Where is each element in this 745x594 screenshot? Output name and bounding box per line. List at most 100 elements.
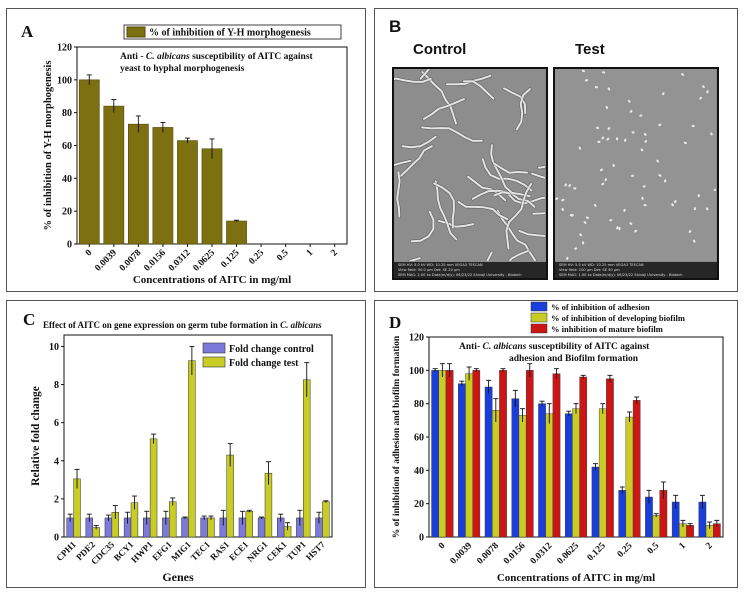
control-sem-hyphae: [394, 69, 545, 261]
a-bar: [78, 79, 100, 245]
c-xtick-label: MIG1: [169, 539, 193, 563]
control-hypha: [457, 200, 509, 221]
a-ytick-label: 100: [57, 75, 72, 86]
d-bar-developing-biofilm: [545, 413, 554, 538]
test-yeast-cell: [640, 148, 644, 152]
test-yeast-cell: [574, 247, 578, 250]
test-yeast-cell: [671, 203, 674, 207]
c-xtick-label: HWP1: [129, 539, 155, 565]
d-legend-label: % inhibition of mature biofilm: [551, 324, 663, 334]
d-bar-adhesion: [618, 490, 627, 538]
d-bar-adhesion: [484, 386, 493, 538]
c-ytick-label: 10: [49, 342, 59, 353]
a-bar: [226, 220, 247, 245]
d-xtick-label: 0.125: [586, 541, 608, 563]
d-bar-adhesion: [564, 413, 573, 538]
test-sem-image: SEM HV: 5.0 kV WD: 10.25 mm VEGA3 TESCAN…: [553, 67, 719, 280]
control-hypha: [437, 219, 475, 228]
test-yeast-cell: [583, 221, 587, 224]
d-ytick-label: 120: [409, 333, 424, 344]
c-bar-test: [226, 454, 234, 538]
control-hypha: [518, 229, 545, 238]
test-yeast-cell: [615, 137, 619, 141]
c-ylabel: Relative fold change: [30, 386, 42, 486]
c-bar-test: [207, 517, 215, 538]
control-hypha: [408, 257, 421, 261]
d-xtick-label: 0.0312: [529, 541, 555, 567]
test-yeast-cell: [596, 126, 600, 130]
a-legend-swatch: [126, 26, 146, 38]
test-yeast-cell: [606, 137, 610, 141]
d-xtick-label: 2: [704, 541, 715, 552]
d-bar-developing-biofilm: [518, 415, 527, 538]
d-ytick-label: 40: [414, 466, 424, 477]
c-bar-test: [188, 360, 196, 538]
d-ytick-label: 0: [419, 533, 424, 544]
d-bar-mature-biofilm: [472, 370, 481, 538]
d-ylabel: % of inhibition of adhesion and biofilm …: [392, 335, 402, 538]
test-yeast-cell: [607, 87, 611, 91]
d-xtick-label: 0.5: [646, 541, 662, 557]
d-bar-developing-biofilm: [438, 370, 447, 538]
d-bar-adhesion: [538, 403, 546, 538]
control-hypha: [433, 182, 455, 229]
a-xtick-label: 0.5: [275, 248, 291, 264]
panel-c-letter: C: [23, 310, 35, 329]
c-bar-test: [322, 501, 330, 538]
c-title: Effect of AITC on gene expression on ger…: [43, 320, 322, 330]
control-hypha: [394, 159, 412, 167]
control-hypha: [410, 210, 435, 243]
control-hypha: [421, 126, 483, 142]
a-ylabel: % of inhibition of Y-H morphogenesis: [43, 61, 54, 231]
test-yeast-cell: [634, 229, 637, 233]
d-ytick-label: 80: [414, 399, 424, 410]
a-bar: [103, 105, 125, 245]
d-title-line-1: Anti- C. albicans susceptibility of AITC…: [459, 342, 650, 352]
control-hypha: [490, 144, 531, 198]
d-bar-developing-biofilm: [598, 408, 607, 538]
d-bar-mature-biofilm: [606, 378, 614, 538]
a-xtick-label: 0.25: [247, 248, 266, 267]
control-hypha: [467, 175, 507, 202]
test-yeast-cell: [643, 133, 647, 136]
control-hypha: [471, 189, 508, 200]
d-bar-developing-biofilm: [652, 515, 660, 538]
d-legend-swatch: [530, 323, 548, 334]
control-hypha: [396, 171, 401, 218]
control-hypha: [462, 80, 495, 100]
control-sem-image: SEM HV: 5.0 kV WD: 10.25 mm VEGA3 TESCAN…: [392, 67, 548, 280]
d-bar-adhesion: [511, 398, 520, 538]
test-yeast-cell: [566, 256, 569, 260]
control-hypha: [419, 69, 431, 80]
d-bar-mature-biofilm: [686, 525, 694, 538]
d-ytick-label: 100: [409, 366, 424, 377]
a-xtick-label: 0: [84, 248, 95, 259]
c-bar-test: [245, 511, 253, 538]
test-yeast-cell: [618, 227, 621, 231]
test-yeast-cell: [601, 136, 605, 140]
c-legend-label: Fold change control: [229, 344, 314, 355]
c-bar-test: [303, 379, 311, 538]
control-hypha: [401, 135, 437, 149]
test-yeast-cell: [568, 184, 572, 187]
test-yeast-cell: [693, 239, 696, 243]
test-yeast-cell: [555, 197, 559, 200]
panel-b: B Control Test SEM HV: 5.0 kV WD: 10.25 …: [374, 8, 738, 292]
test-yeast-cell: [713, 188, 716, 192]
c-ytick-label: 0: [54, 533, 59, 544]
test-yeast-cell: [641, 196, 644, 200]
test-yeast-cell: [706, 90, 709, 94]
a-xtick-label: 0.0312: [167, 248, 193, 274]
test-yeast-cell: [693, 207, 697, 211]
test-yeast-cell: [701, 85, 705, 89]
test-yeast-cell: [629, 222, 633, 225]
test-footer-line-2: View field: 100 μm Det: SE 50 μm: [559, 268, 620, 272]
a-legend-label: % of inhibition of Y-H morphogenesis: [149, 28, 311, 39]
a-xtick-label: 0.125: [219, 248, 241, 270]
d-bar-mature-biofilm: [525, 370, 534, 538]
test-sem-footer: SEM HV: 5.0 kV WD: 10.25 mm VEGA3 TESCAN…: [555, 262, 717, 278]
d-bar-mature-biofilm: [499, 370, 507, 538]
test-yeast-cell: [561, 207, 564, 211]
d-bar-mature-biofilm: [632, 400, 641, 538]
